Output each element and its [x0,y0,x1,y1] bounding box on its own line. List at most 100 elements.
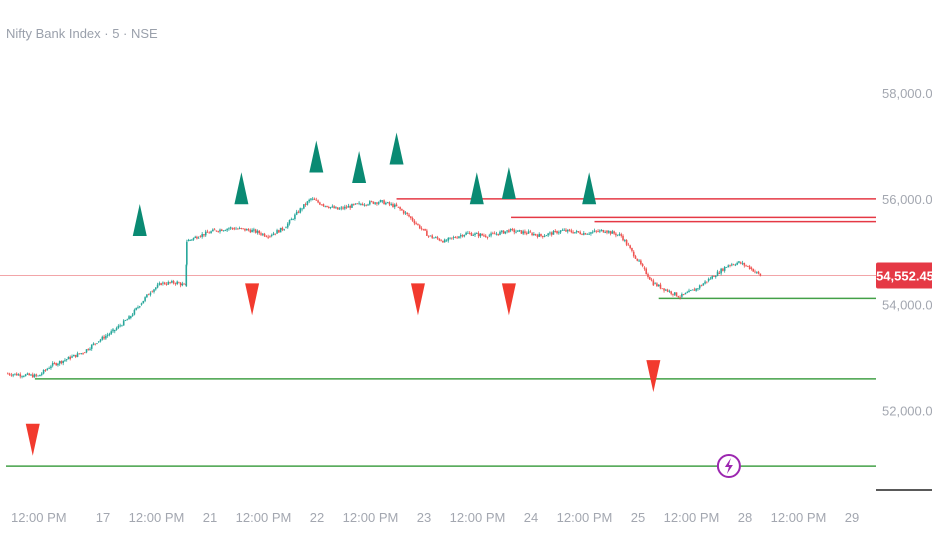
candle-body [311,198,314,200]
candle-body [706,281,708,283]
candle-body [186,241,188,265]
candle-body [372,201,375,204]
candle-body [513,229,516,233]
candle-body [151,291,154,293]
candle-body [620,234,623,236]
candle-body [97,341,100,343]
candle-body [477,233,480,237]
candle-body [525,233,528,234]
candle-body [559,230,562,233]
candle-body [64,359,66,361]
candle-body [113,329,116,332]
sell-signal-marker [234,172,249,205]
x-tick-label: 29 [845,510,859,525]
candle-body [233,228,236,230]
candle-body [82,353,84,354]
candle-body [265,236,268,238]
candle-body [597,231,599,232]
candle-body [15,373,18,376]
candle-body [647,274,649,278]
x-tick-label: 12:00 PM [771,510,827,525]
x-tick-label: 12:00 PM [557,510,613,525]
candle-body [643,267,646,269]
candle-body [670,291,672,294]
candle-body [317,200,319,203]
candle-body [30,374,32,376]
candle-body [281,227,284,230]
candle-body [543,235,546,237]
candle-body [37,375,39,377]
candle-body [242,228,244,230]
candle-body [342,207,344,209]
candle-body [436,237,439,239]
candle-body [440,240,442,242]
candle-body [240,228,243,229]
candle-body [500,230,503,232]
candle-body [224,230,227,232]
candle-body [155,287,157,290]
candle-body [44,369,47,371]
candle-body [12,374,14,376]
candle-body [335,207,337,209]
candle-body [220,229,223,231]
candle-body [456,237,458,239]
sell-signal-marker [309,140,324,173]
candle-body [110,331,113,334]
candle-body [574,232,576,234]
candle-body [443,239,446,243]
candle-body [698,285,701,289]
candle-body [454,237,457,239]
candle-body [745,265,747,267]
candle-body [235,228,237,230]
candle-body [379,200,382,203]
candle-body [17,374,20,376]
candle-body [46,368,49,371]
candle-body [108,333,111,335]
candle-body [51,363,54,366]
candle-body [128,316,130,320]
candle-body [702,283,705,286]
candle-body [695,288,697,291]
candle-body [185,264,188,287]
candle-body [31,374,34,378]
candle-body [459,235,462,237]
candle-body [486,236,489,238]
candle-body [60,361,63,364]
candle-body [577,231,580,233]
candle-body [71,356,73,358]
x-tick-label: 21 [203,510,217,525]
candle-body [345,206,348,208]
candle-body [329,207,332,208]
candle-body [531,233,533,235]
candle-body [99,339,102,342]
y-tick-label: 54,000.00 [882,298,932,313]
candle-body [575,231,578,233]
candle-body [622,235,624,241]
candle-body [729,265,731,266]
candle-body [326,205,328,208]
candle-body [333,206,335,209]
candle-body [538,233,541,237]
candle-body [461,235,464,237]
candle-body [310,198,312,200]
candle-body [119,325,121,327]
candle-body [174,283,177,285]
candle-body [65,359,68,361]
candle-body [568,229,571,231]
sell-signal-marker [582,172,597,205]
candle-body [171,281,173,283]
candle-body [351,204,353,208]
candle-body [492,233,494,235]
candle-body [520,230,523,234]
candle-body [472,235,475,236]
candle-body [249,230,252,233]
candle-body [656,283,658,287]
candle-body [53,363,56,364]
candle-body [410,216,412,218]
candle-body [74,354,77,357]
candle-body [716,271,719,277]
chart-decor [716,454,932,491]
candle-body [105,335,107,339]
candle-body [536,235,539,237]
